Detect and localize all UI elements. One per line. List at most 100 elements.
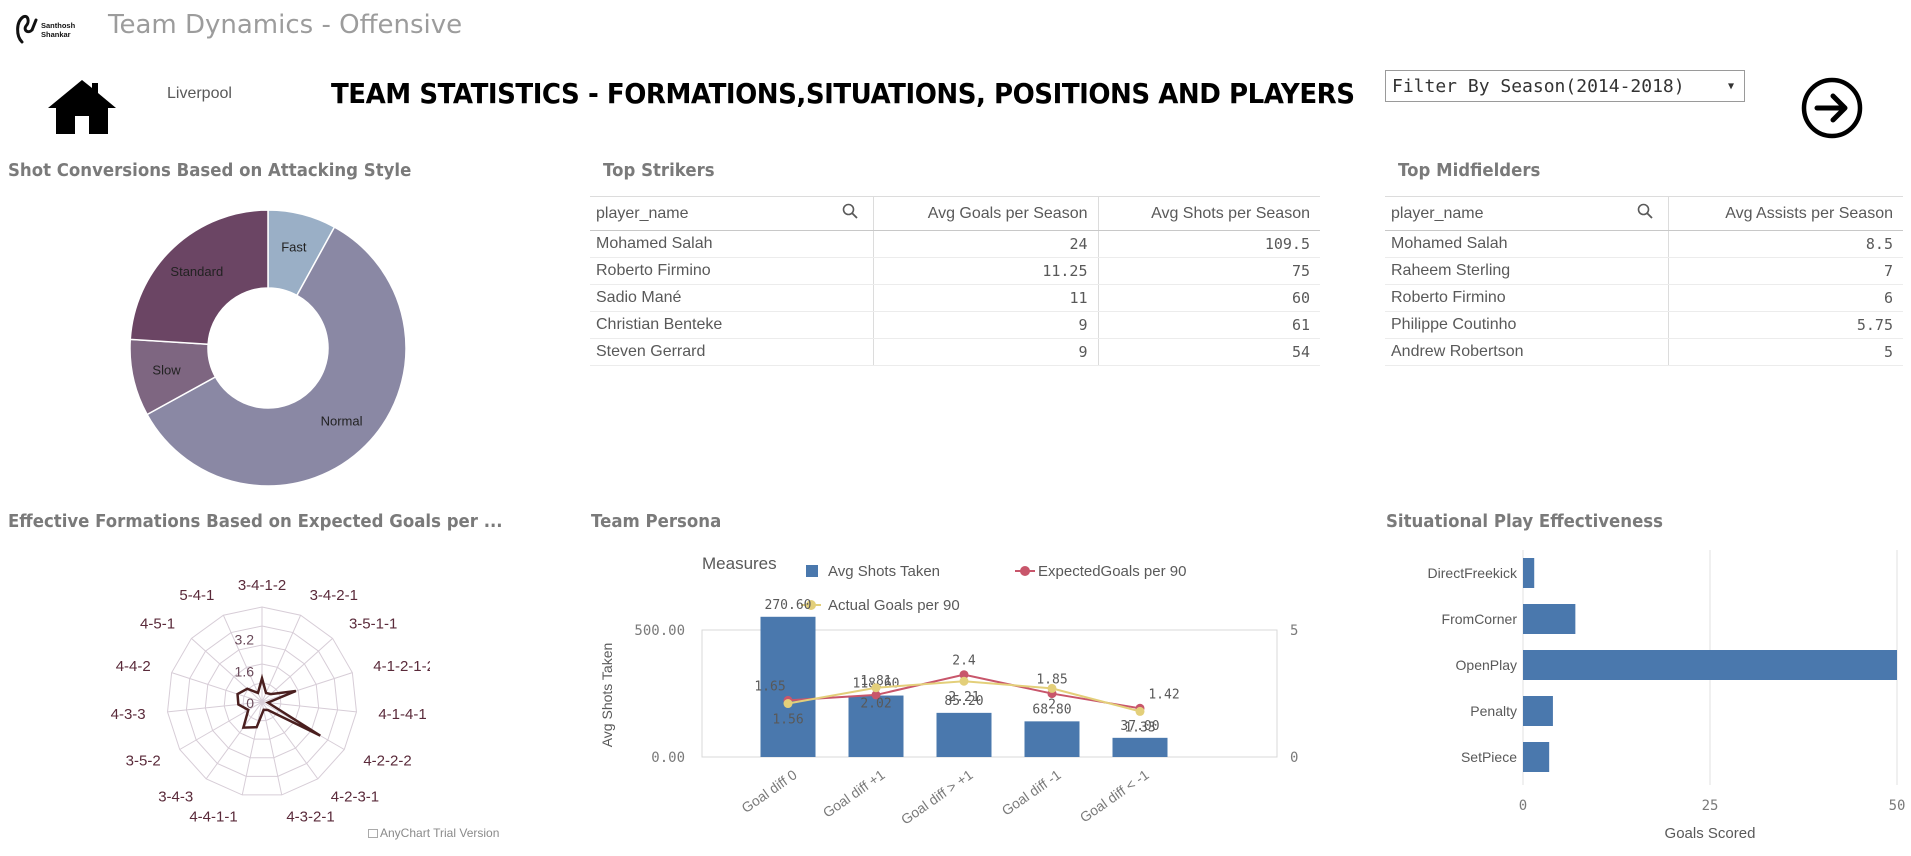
top-strikers-table: player_name Avg Goals per Season Avg Sho… — [590, 196, 1320, 366]
search-button[interactable] — [827, 196, 874, 231]
search-button[interactable] — [1622, 196, 1669, 231]
player-name-cell[interactable]: Roberto Firmino — [590, 257, 874, 285]
avg-assists-cell: 5.75 — [1668, 311, 1903, 339]
player-name-cell[interactable]: Christian Benteke — [590, 311, 874, 339]
radar-gridline — [167, 606, 357, 796]
radar-axis — [261, 615, 302, 703]
bar[interactable] — [760, 616, 816, 757]
table-row[interactable]: Roberto Firmino 6 — [1385, 284, 1903, 312]
radar-category-label: 3-5-2 — [126, 753, 161, 770]
bar[interactable] — [1112, 737, 1168, 757]
player-name-cell[interactable]: Philippe Coutinho — [1385, 311, 1669, 339]
line-point[interactable] — [1135, 706, 1145, 716]
bar[interactable] — [1523, 650, 1897, 680]
radar-category-label: 3-4-1-2 — [238, 577, 286, 594]
line-point[interactable] — [1047, 683, 1057, 693]
x-tick-label: 50 — [1889, 798, 1906, 814]
avg-goals-cell: 9 — [873, 311, 1099, 339]
y-category-label: DirectFreekick — [1428, 565, 1518, 581]
player-name-cell[interactable]: Roberto Firmino — [1385, 284, 1669, 312]
line-data-label: 2.4 — [952, 654, 976, 669]
table-row[interactable]: Andrew Robertson 5 — [1385, 338, 1903, 366]
season-filter-dropdown[interactable]: Filter By Season(2014-2018) ▼ — [1385, 70, 1745, 102]
player-name-cell[interactable]: Mohamed Salah — [1385, 230, 1669, 258]
bar[interactable] — [1024, 721, 1080, 757]
radar-category-label: 4-2-2-2 — [363, 753, 411, 770]
radar-axis — [241, 701, 263, 796]
bar[interactable] — [1523, 696, 1553, 726]
table-row[interactable]: Mohamed Salah 24 109.5 — [590, 230, 1320, 258]
table-header-row: player_name Avg Goals per Season Avg Sho… — [590, 196, 1320, 231]
radar-tick-label: 1.6 — [235, 663, 255, 679]
avg-goals-cell: 11.25 — [873, 257, 1099, 285]
line-data-label: 2 — [1048, 697, 1056, 712]
home-icon — [48, 80, 116, 134]
avg-assists-cell: 7 — [1668, 257, 1903, 285]
y-tick-label: 0.00 — [651, 750, 685, 766]
bar-data-label: 68.80 — [1032, 702, 1071, 717]
legend-swatch-bar — [806, 565, 818, 577]
radar-category-label: 4-5-1 — [140, 616, 175, 633]
line-point[interactable] — [871, 683, 881, 693]
situational-play-bar-chart: 0 25 50 Goals Scored DirectFreekick FromCorne… — [1428, 550, 1906, 842]
player-name-cell[interactable]: Mohamed Salah — [590, 230, 874, 258]
line-data-label: 1.65 — [754, 679, 785, 694]
radar-category-label: 3-4-2-1 — [310, 587, 358, 604]
line-point[interactable] — [783, 699, 793, 709]
player-name-cell[interactable]: Sadio Mané — [590, 284, 874, 312]
line-point[interactable] — [959, 676, 969, 686]
team-persona-title: Team Persona — [591, 511, 722, 532]
column-header-avg-shots[interactable]: Avg Shots per Season — [1098, 196, 1320, 231]
radar-axis — [261, 701, 283, 796]
x-axis-title: Goals Scored — [1665, 825, 1756, 842]
donut-slice-normal[interactable] — [146, 226, 407, 487]
radar-category-label: 4-4-2 — [116, 658, 151, 675]
home-button[interactable] — [46, 78, 118, 136]
player-name-cell[interactable]: Andrew Robertson — [1385, 338, 1669, 366]
radar-category-label: 5-4-1 — [179, 587, 214, 604]
avg-shots-cell: 60 — [1098, 284, 1320, 312]
avg-assists-cell: 8.5 — [1668, 230, 1903, 258]
line-point[interactable] — [871, 690, 881, 700]
table-row[interactable]: Steven Gerrard 9 54 — [590, 338, 1320, 366]
donut-label: Fast — [281, 239, 307, 254]
x-tick-label: Goal diff 0 — [738, 766, 799, 816]
radar-category-label: 3-4-3 — [158, 789, 193, 806]
legend-label: ExpectedGoals per 90 — [1038, 563, 1186, 580]
table-row[interactable]: Roberto Firmino 11.25 75 — [590, 257, 1320, 285]
column-header-player-name[interactable]: player_name — [1385, 196, 1622, 231]
column-header-avg-assists[interactable]: Avg Assists per Season — [1668, 196, 1903, 231]
player-name-cell[interactable]: Steven Gerrard — [590, 338, 874, 366]
attacking-style-donut-chart: Fast Normal Slow Standard — [129, 209, 407, 487]
bar[interactable] — [848, 695, 904, 757]
radar-axis — [205, 701, 263, 780]
legend-label: Avg Shots Taken — [828, 563, 940, 580]
legend-swatch-marker — [1020, 566, 1030, 576]
bar[interactable] — [1523, 742, 1550, 772]
player-name-cell[interactable]: Raheem Sterling — [1385, 257, 1669, 285]
radar-tick-label: 3.2 — [235, 632, 255, 648]
x-tick-label: Goal diff +1 — [820, 766, 888, 820]
bar[interactable] — [936, 712, 992, 757]
y-category-label: FromCorner — [1442, 611, 1518, 627]
table-row[interactable]: Christian Benteke 9 61 — [590, 311, 1320, 339]
table-row[interactable]: Mohamed Salah 8.5 — [1385, 230, 1903, 258]
table-row[interactable]: Sadio Mané 11 60 — [590, 284, 1320, 312]
team-name: Liverpool — [167, 85, 232, 102]
bar[interactable] — [1523, 604, 1576, 634]
radar-series-line — [236, 673, 321, 737]
line-data-label: 1.56 — [772, 713, 803, 728]
line-point[interactable] — [959, 670, 969, 680]
column-header-player-name[interactable]: player_name — [590, 196, 827, 231]
next-page-button[interactable] — [1800, 76, 1864, 140]
donut-slice-standard[interactable] — [129, 209, 269, 346]
table-row[interactable]: Raheem Sterling 7 — [1385, 257, 1903, 285]
radar-axis — [261, 701, 357, 713]
avg-goals-cell: 11 — [873, 284, 1099, 312]
table-row[interactable]: Philippe Coutinho 5.75 — [1385, 311, 1903, 339]
y-tick-label: 500.00 — [634, 623, 685, 639]
column-header-avg-goals[interactable]: Avg Goals per Season — [873, 196, 1099, 231]
bar[interactable] — [1523, 558, 1535, 588]
top-strikers-title: Top Strikers — [603, 160, 715, 181]
radar-gridline — [185, 625, 339, 777]
